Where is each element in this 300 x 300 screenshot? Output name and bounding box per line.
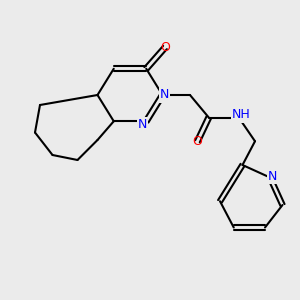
Text: N: N bbox=[138, 118, 147, 131]
Text: N: N bbox=[160, 88, 169, 101]
Text: O: O bbox=[193, 135, 202, 148]
Text: NH: NH bbox=[232, 109, 250, 122]
Text: N: N bbox=[268, 170, 277, 183]
Text: O: O bbox=[160, 41, 170, 54]
